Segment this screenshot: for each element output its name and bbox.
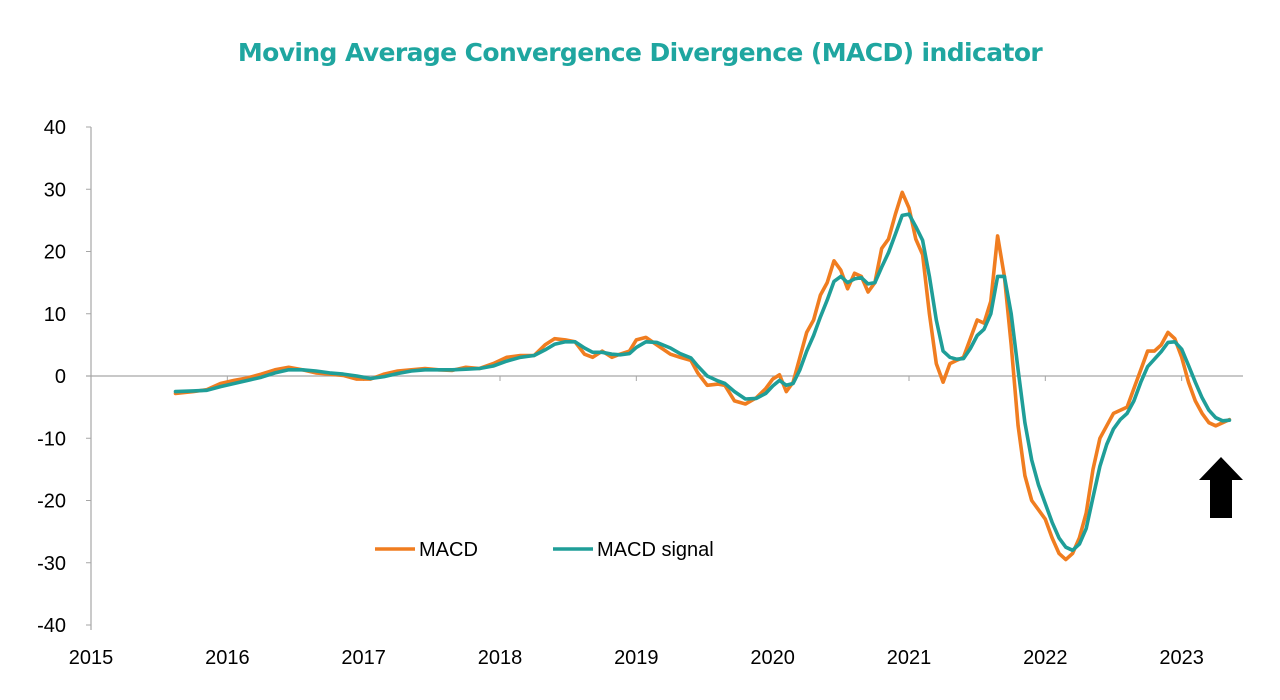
x-tick-label: 2018 bbox=[478, 647, 523, 669]
legend-label: MACD signal bbox=[597, 539, 714, 561]
y-tick-label: -40 bbox=[37, 615, 66, 637]
y-tick-label: 10 bbox=[44, 304, 66, 326]
y-tick-label: 40 bbox=[44, 117, 66, 139]
x-tick-label: 2019 bbox=[614, 647, 659, 669]
x-tick-label: 2015 bbox=[69, 647, 114, 669]
chart-title: Moving Average Convergence Divergence (M… bbox=[237, 38, 1043, 67]
x-tick-label: 2021 bbox=[887, 647, 932, 669]
annotation-layer bbox=[1199, 457, 1243, 518]
y-tick-label: 30 bbox=[44, 179, 66, 201]
y-tick-label: 0 bbox=[55, 366, 66, 388]
legend-item-macd: MACD bbox=[375, 539, 478, 561]
up-arrow-icon bbox=[1199, 457, 1243, 518]
y-tick-label: 20 bbox=[44, 242, 66, 264]
x-tick-label: 2020 bbox=[750, 647, 795, 669]
x-tick-label: 2022 bbox=[1023, 647, 1068, 669]
legend: MACD MACD signal bbox=[375, 539, 714, 561]
legend-item-macd-signal: MACD signal bbox=[553, 539, 714, 561]
y-tick-label: -20 bbox=[37, 491, 66, 513]
legend-label: MACD bbox=[419, 539, 478, 561]
x-tick-label: 2023 bbox=[1159, 647, 1204, 669]
y-tick-label: -30 bbox=[37, 553, 66, 575]
macd-signal-line bbox=[173, 212, 1232, 553]
x-tick-label: 2016 bbox=[205, 647, 250, 669]
x-tick-label: 2017 bbox=[341, 647, 386, 669]
y-tick-label: -10 bbox=[37, 428, 66, 450]
series-layer bbox=[173, 190, 1232, 562]
